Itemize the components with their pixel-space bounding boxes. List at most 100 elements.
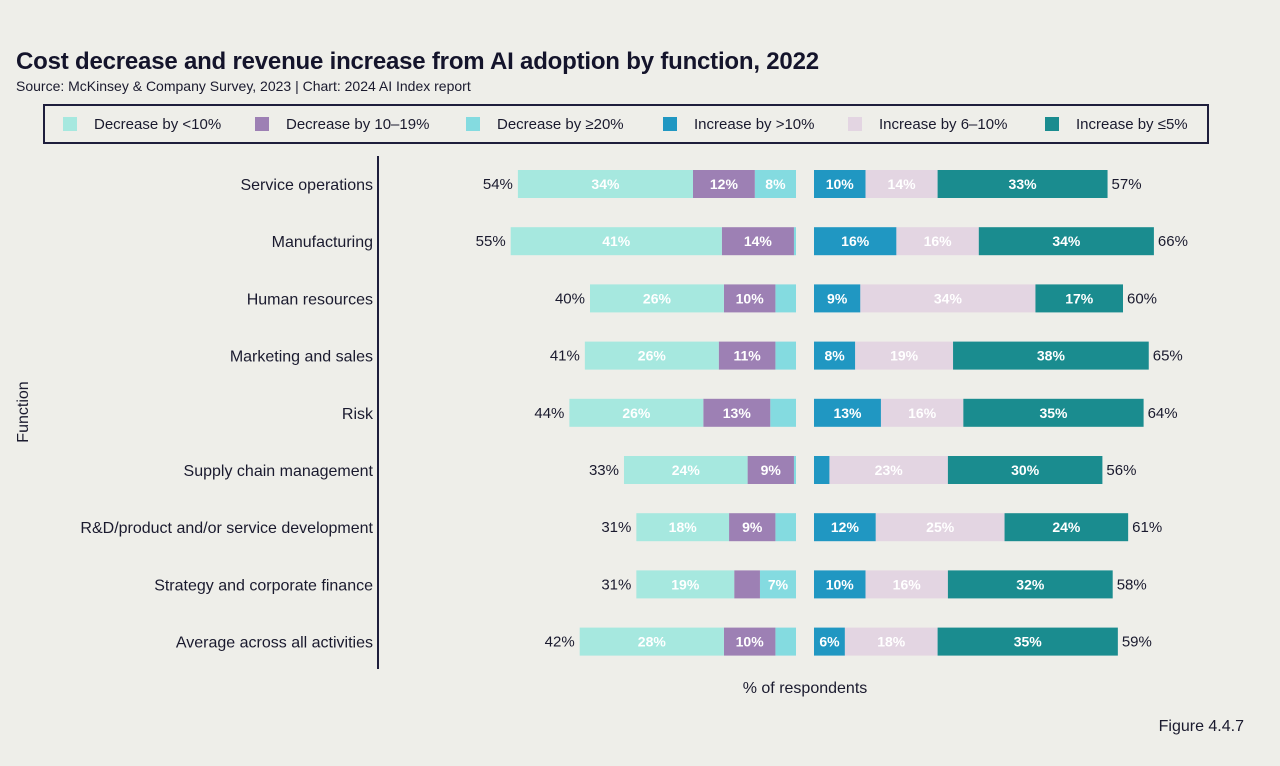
- decrease-bar-segment: [636, 570, 735, 599]
- y-axis-title: Function: [15, 381, 32, 442]
- decrease-bar-segment: [510, 227, 722, 256]
- decrease-bar-segment: [747, 456, 794, 484]
- segment-label: 16%: [893, 576, 922, 592]
- decrease-total-label: 31%: [601, 576, 631, 593]
- segment-label: 35%: [1014, 634, 1043, 650]
- segment-label: 34%: [591, 176, 620, 192]
- legend-item-increase-6-10: Increase by 6–10%: [848, 106, 1007, 142]
- segment-label: 10%: [826, 576, 855, 592]
- decrease-bar-segment: [590, 284, 724, 313]
- chart-subtitle: Source: McKinsey & Company Survey, 2023 …: [16, 78, 471, 94]
- legend-swatch: [848, 117, 862, 131]
- segment-label: 41%: [602, 233, 631, 249]
- decrease-total-label: 41%: [550, 348, 580, 365]
- segment-label: 9%: [742, 519, 763, 535]
- segment-label: 14%: [744, 233, 773, 249]
- decrease-bar-segment: [775, 284, 796, 313]
- legend-swatch: [466, 117, 480, 131]
- increase-bar-segment: [978, 227, 1154, 256]
- segment-label: 8%: [765, 176, 786, 192]
- category-label: Human resources: [247, 291, 373, 308]
- decrease-bar-segment: [569, 398, 704, 427]
- decrease-bar-segment: [775, 513, 796, 542]
- segment-label: 19%: [671, 576, 700, 592]
- segment-label: 16%: [924, 233, 953, 249]
- decrease-total-label: 42%: [545, 634, 575, 651]
- segment-label: 18%: [877, 634, 906, 650]
- increase-bar-segment: [860, 284, 1036, 313]
- segment-label: 34%: [1052, 233, 1081, 249]
- category-label: Average across all activities: [176, 635, 373, 652]
- decrease-total-label: 44%: [534, 405, 564, 422]
- increase-total-label: 61%: [1132, 519, 1162, 536]
- segment-label: 35%: [1039, 405, 1068, 421]
- increase-total-label: 65%: [1153, 348, 1183, 365]
- segment-label: 10%: [736, 634, 765, 650]
- category-label: Supply chain management: [184, 463, 374, 480]
- decrease-bar-segment: [584, 341, 719, 370]
- segment-label: 12%: [710, 176, 739, 192]
- increase-total-label: 59%: [1122, 634, 1152, 651]
- legend-swatch: [663, 117, 677, 131]
- segment-label: 26%: [622, 405, 651, 421]
- decrease-bar-segment: [723, 284, 776, 313]
- category-label: Manufacturing: [272, 234, 373, 251]
- chart-title: Cost decrease and revenue increase from …: [16, 48, 819, 75]
- increase-bar-segment: [814, 570, 866, 599]
- decrease-total-label: 33%: [589, 462, 619, 479]
- segment-label: 23%: [875, 462, 904, 478]
- decrease-total-label: 31%: [601, 519, 631, 536]
- legend-label: Increase by ≤5%: [1076, 115, 1188, 133]
- decrease-bar-segment: [734, 570, 760, 599]
- decrease-total-label: 40%: [555, 290, 585, 307]
- segment-label: 17%: [1065, 290, 1094, 306]
- increase-bar-segment: [814, 284, 861, 313]
- category-label: Risk: [342, 406, 374, 423]
- segment-label: 13%: [723, 405, 752, 421]
- segment-label: 9%: [827, 290, 848, 306]
- increase-bar-segment: [855, 341, 954, 370]
- decrease-bar-segment: [718, 341, 776, 370]
- decrease-bar-segment: [703, 398, 771, 427]
- segment-label: 26%: [643, 290, 672, 306]
- increase-bar-segment: [1035, 284, 1123, 313]
- increase-total-label: 60%: [1127, 290, 1157, 307]
- segment-label: 32%: [1016, 576, 1045, 592]
- segment-label: 8%: [824, 348, 845, 364]
- segment-label: 33%: [1009, 176, 1038, 192]
- increase-bar-segment: [829, 456, 948, 484]
- decrease-bar-segment: [723, 627, 776, 656]
- segment-label: 9%: [761, 462, 782, 478]
- increase-bar-segment: [937, 170, 1108, 198]
- increase-total-label: 57%: [1112, 176, 1142, 193]
- increase-bar-segment: [937, 627, 1118, 656]
- increase-bar-segment: [963, 398, 1144, 427]
- increase-bar-segment: [814, 170, 866, 198]
- decrease-bar-segment: [636, 513, 730, 542]
- increase-bar-segment: [844, 627, 938, 656]
- segment-label: 18%: [669, 519, 698, 535]
- increase-bar-segment: [875, 513, 1005, 542]
- segment-label: 24%: [672, 462, 701, 478]
- increase-bar-segment: [953, 341, 1149, 370]
- increase-bar-segment: [896, 227, 979, 256]
- category-label: R&D/product and/or service development: [80, 520, 373, 537]
- segment-label: 11%: [733, 348, 761, 364]
- decrease-bar-segment: [693, 170, 755, 198]
- legend-label: Decrease by 10–19%: [286, 115, 430, 133]
- decrease-bar-segment: [775, 341, 796, 370]
- decrease-bar-segment: [729, 513, 776, 542]
- increase-total-label: 64%: [1148, 405, 1178, 422]
- segment-label: 10%: [736, 290, 765, 306]
- decrease-bar-segment: [754, 170, 796, 198]
- decrease-bar-segment: [759, 570, 796, 599]
- segment-label: 14%: [888, 176, 917, 192]
- segment-label: 7%: [768, 576, 789, 592]
- decrease-bar-segment: [579, 627, 724, 656]
- segment-label: 30%: [1011, 462, 1040, 478]
- increase-total-label: 66%: [1158, 233, 1188, 250]
- decrease-bar-segment: [721, 227, 794, 256]
- segment-label: 34%: [934, 290, 963, 306]
- increase-bar-segment: [1004, 513, 1129, 542]
- increase-bar-segment: [814, 341, 856, 370]
